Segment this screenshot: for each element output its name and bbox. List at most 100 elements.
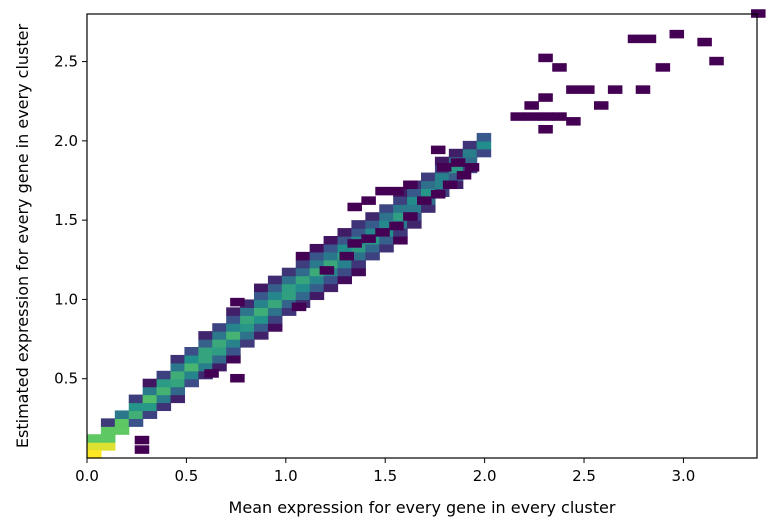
histogram-bin — [351, 267, 366, 277]
histogram-bin — [421, 172, 436, 182]
histogram-bin — [607, 85, 623, 94]
histogram-bin — [442, 180, 458, 190]
histogram-bin — [375, 228, 390, 237]
histogram-bin — [142, 386, 158, 396]
histogram-bin — [323, 283, 339, 293]
histogram-bin — [365, 228, 380, 237]
x-tick-label: 1.5 — [373, 467, 397, 485]
histogram-bin — [184, 362, 199, 372]
histogram-bin — [267, 323, 283, 332]
histogram-bin — [697, 37, 712, 47]
histogram-bin — [170, 370, 186, 380]
histogram-bin — [198, 362, 213, 372]
histogram-bin — [170, 386, 186, 396]
histogram-bin — [230, 297, 245, 307]
x-tick-label: 3.0 — [672, 467, 696, 485]
histogram-bin — [323, 259, 339, 269]
histogram-bin — [184, 370, 199, 380]
histogram-bin — [464, 163, 480, 172]
histogram-bin — [365, 212, 380, 221]
x-axis-label: Mean expression for every gene in every … — [229, 498, 616, 517]
histogram-bin — [254, 283, 269, 293]
histogram-bin — [267, 315, 283, 324]
y-axis-label: Estimated expression for every gene in e… — [13, 24, 32, 449]
y-tick-label: 2.0 — [54, 132, 78, 150]
histogram-bin — [627, 34, 643, 44]
histogram-bin — [434, 156, 450, 166]
histogram-bin — [538, 112, 553, 121]
histogram-bin — [281, 307, 297, 316]
histogram-bin — [142, 378, 158, 388]
histogram-bin — [751, 9, 766, 18]
histogram-bin — [448, 164, 464, 174]
histogram-bin — [291, 302, 307, 312]
histogram-bin — [281, 275, 297, 285]
histogram-bin — [267, 275, 283, 285]
histogram-bin — [448, 148, 464, 158]
histogram-bin — [393, 212, 408, 221]
histogram-bin — [254, 299, 269, 308]
histogram-bin — [87, 442, 102, 451]
histogram-bin — [226, 339, 241, 348]
histogram-bin — [407, 196, 422, 205]
y-axis-ticks: 0.5 1.0 1.5 2.0 2.5 — [54, 53, 87, 388]
histogram-bin — [295, 275, 311, 285]
histogram-bin — [593, 101, 609, 110]
histogram-bin — [436, 163, 452, 172]
histogram-bin — [204, 369, 219, 378]
histogram-bin — [462, 140, 478, 150]
histogram-bin — [267, 291, 283, 301]
histogram-bin — [230, 373, 245, 383]
histogram-bin — [134, 445, 150, 454]
histogram-bin — [240, 299, 255, 308]
histogram-bin — [655, 63, 671, 72]
histogram-bin — [156, 394, 172, 404]
histogram-bin — [267, 283, 283, 293]
histogram-bin — [114, 426, 130, 435]
histogram-bin — [351, 259, 366, 269]
histogram-bin — [295, 267, 311, 277]
histogram-bin — [323, 236, 339, 245]
histogram-bin — [379, 220, 394, 229]
plot-area — [87, 9, 766, 459]
histogram-bin — [156, 386, 172, 396]
histogram-bin — [430, 145, 446, 155]
histogram-bin — [267, 307, 283, 316]
x-tick-label: 0.0 — [75, 467, 99, 485]
histogram-bin — [421, 188, 436, 197]
histogram-bin — [462, 148, 478, 158]
histogram-bin — [337, 228, 353, 237]
histogram-bin — [87, 434, 102, 443]
histogram-bin — [421, 180, 436, 190]
histogram-bin — [365, 220, 380, 229]
histogram-bin — [351, 228, 366, 237]
histogram-bin — [142, 410, 158, 419]
histogram-bin — [347, 202, 362, 212]
histogram-bin — [361, 196, 376, 205]
histogram-bin — [337, 267, 353, 277]
histogram-bin — [309, 259, 325, 269]
histogram-bin — [309, 283, 325, 293]
histogram-bin — [295, 283, 311, 293]
histogram-bin — [100, 418, 116, 427]
histogram-bin — [198, 331, 213, 340]
histogram-bin — [254, 331, 269, 340]
x-tick-label: 2.0 — [473, 467, 497, 485]
histogram-bin — [476, 132, 492, 142]
histogram-bin — [393, 228, 408, 237]
x-tick-label: 2.5 — [572, 467, 596, 485]
histogram-bin — [240, 315, 255, 324]
histogram-bin — [641, 34, 657, 44]
histogram-bin — [226, 331, 241, 340]
histogram-bin — [212, 362, 227, 372]
histogram-bin — [309, 275, 325, 285]
y-tick-label: 2.5 — [54, 53, 78, 71]
histogram-bin — [170, 394, 186, 404]
histogram-bin — [339, 251, 355, 261]
histogram-bin — [323, 243, 339, 253]
histogram-bin — [226, 323, 241, 332]
histogram-bin — [365, 251, 380, 261]
histogram-bin — [434, 172, 450, 182]
histogram-bin — [128, 402, 144, 412]
